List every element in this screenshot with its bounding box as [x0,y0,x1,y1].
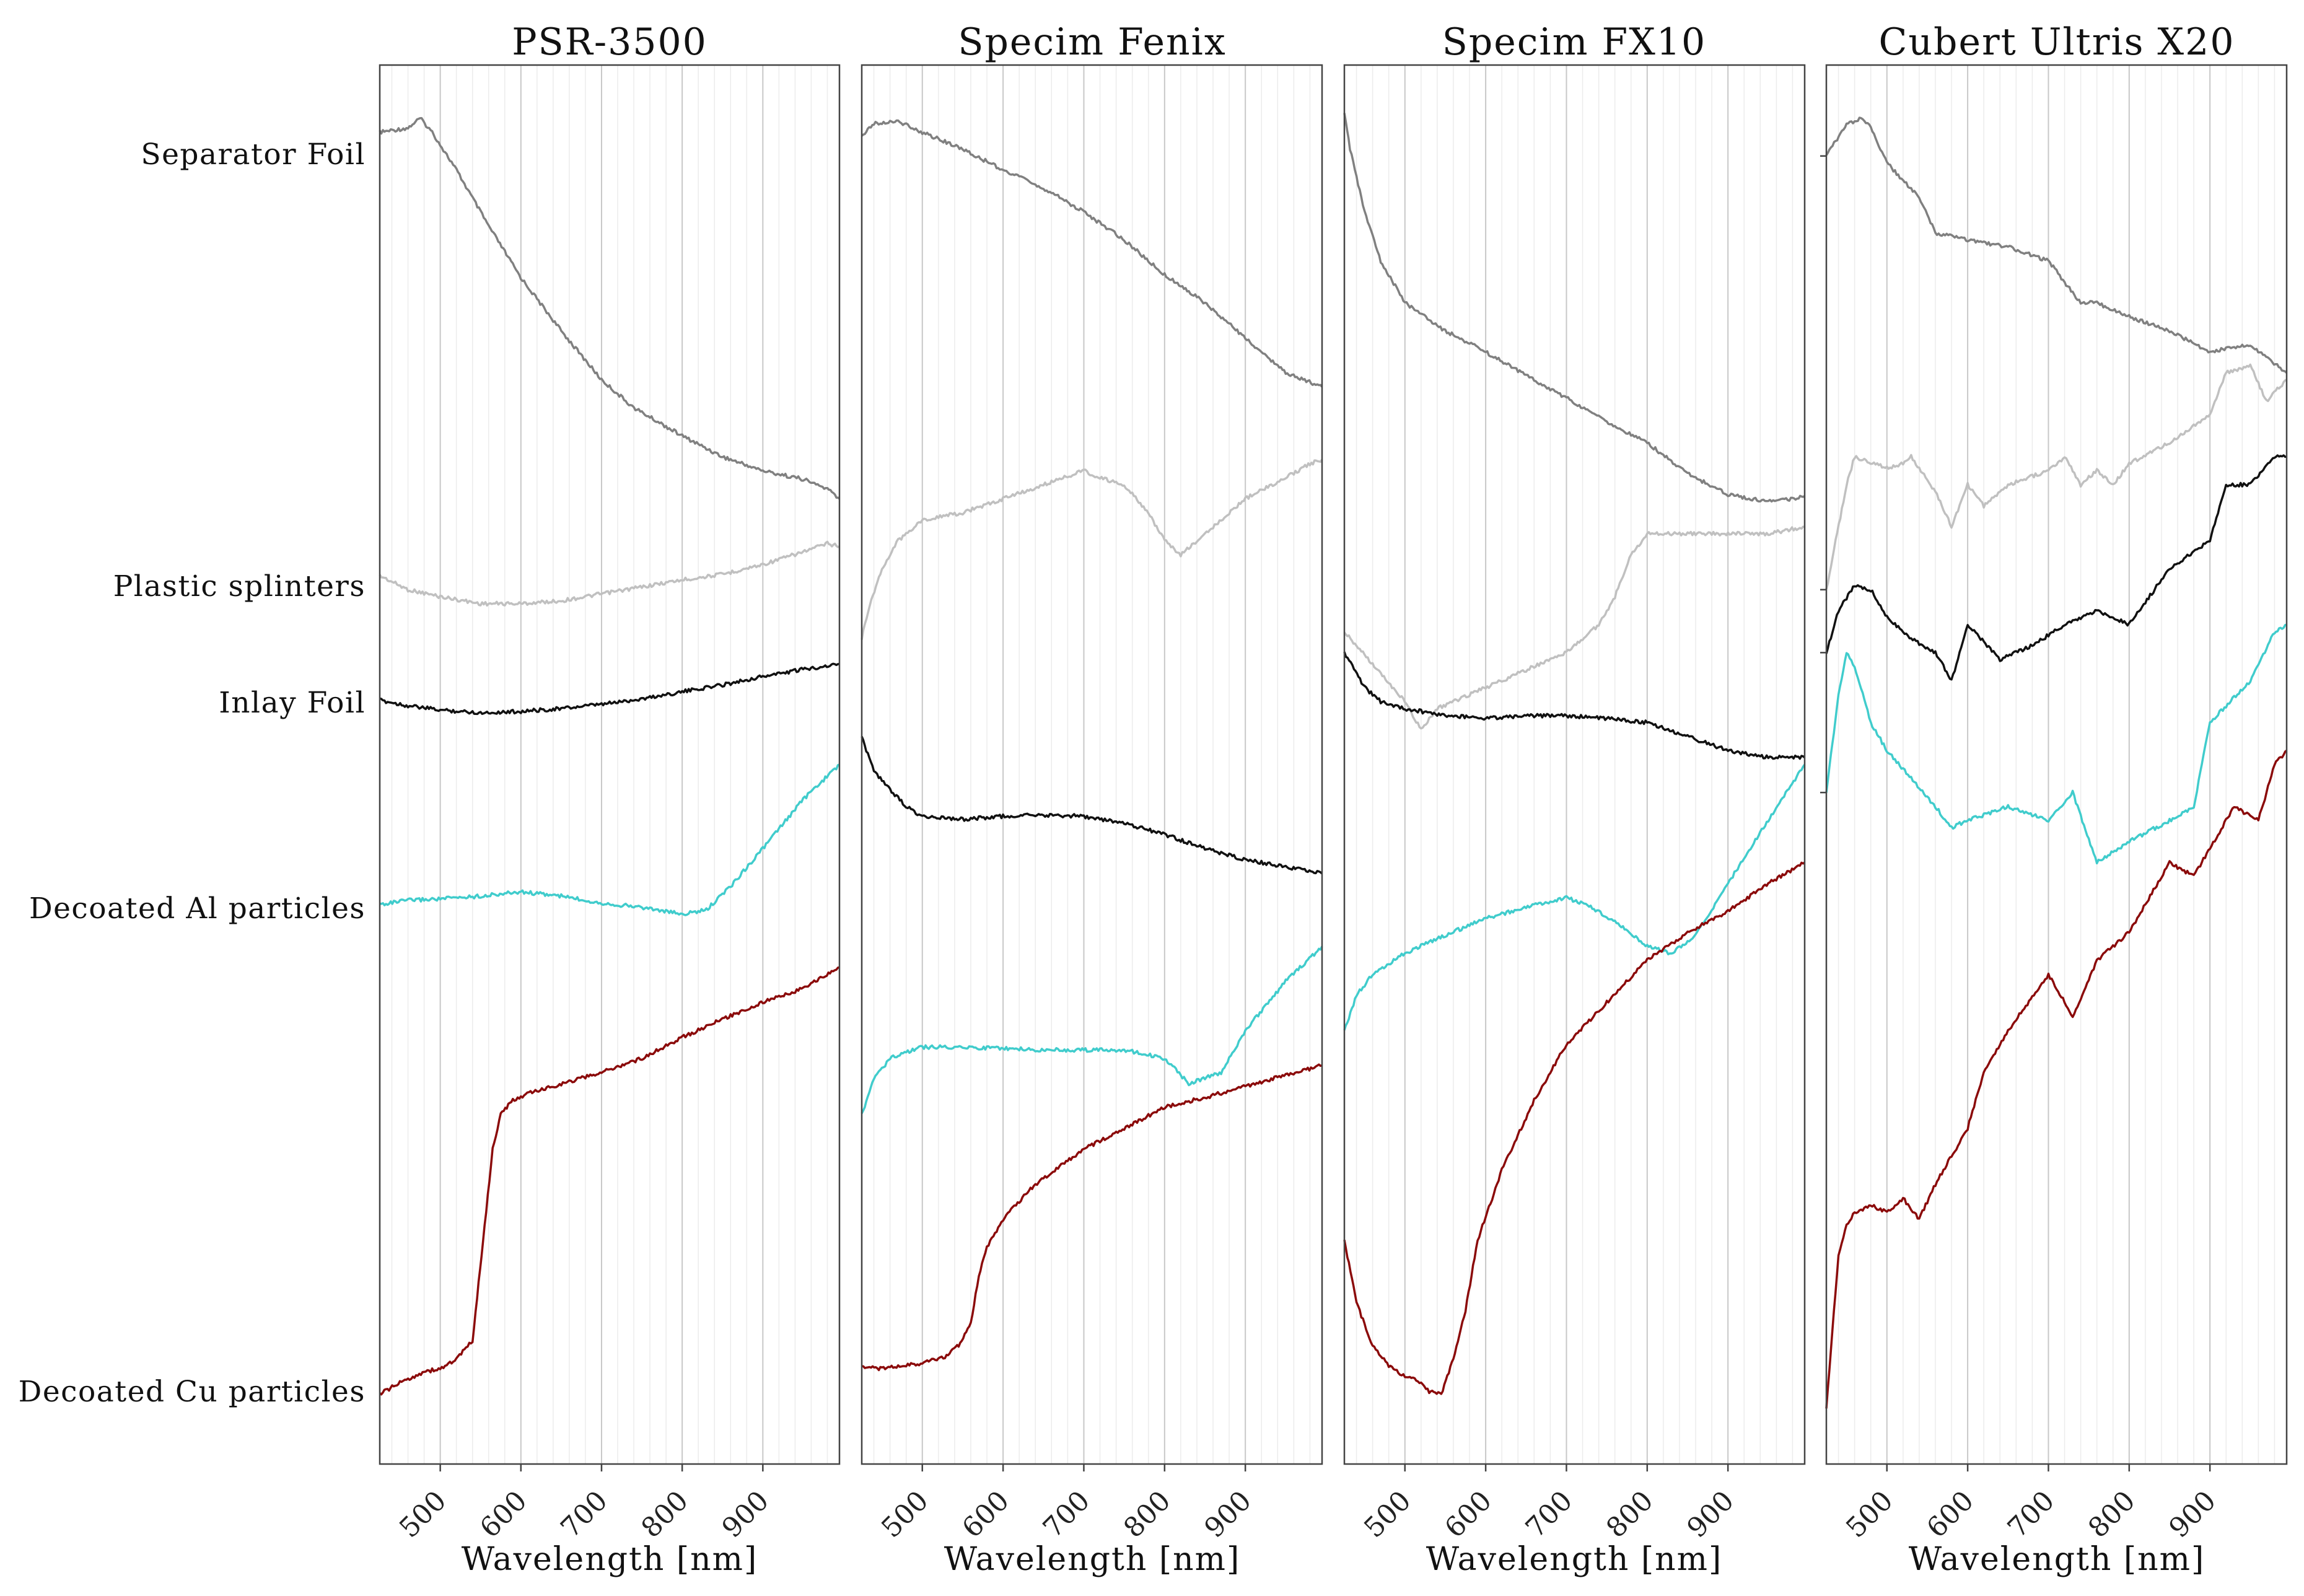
x-tick-label: 800 [635,1485,694,1544]
x-ticks: 500 600 700 800 900 [875,1464,1258,1544]
axes-frame [861,64,1323,1465]
x-axis-label: Wavelength [nm] [1426,1541,1723,1578]
series-line-decoated-al-particles [379,763,840,916]
series-line-decoated-cu-particles [1343,861,1805,1395]
ylabel-separator-foil: Separator Foil [141,138,366,172]
x-tick-label: 800 [1600,1485,1659,1544]
series-line-decoated-al-particles [1825,623,2287,865]
series-line-decoated-al-particles [1343,763,1806,1031]
ylabel-plastic-splinters: Plastic splinters [113,569,366,603]
gridlines [873,65,1311,1464]
series-line-separator-foil [379,116,841,500]
x-tick-label: 700 [554,1485,613,1544]
panel-psr-3500: PSR-3500 500 600 700 800 900 Wavelength [nm] [379,20,841,1578]
x-tick-label: 900 [2163,1485,2222,1544]
series-line-decoated-cu-particles [1825,750,2288,1409]
series-line-inlay-foil [379,662,840,716]
x-tick-label: 700 [1520,1485,1579,1544]
x-ticks: 500 600 700 800 900 [393,1464,775,1544]
x-axis-label: Wavelength [nm] [1909,1541,2205,1578]
series-line-decoated-cu-particles [861,1063,1323,1372]
series-line-separator-foil [1343,113,1805,503]
axes-frame [379,64,841,1465]
x-tick-label: 500 [1840,1485,1899,1544]
gridlines [1356,65,1794,1464]
series-line-plastic-splinters [379,540,840,607]
x-tick-label: 600 [474,1485,533,1544]
series-line-plastic-splinters [861,458,1323,640]
series-line-separator-foil [1825,116,2288,374]
axes-frame [1343,64,1806,1465]
series-line-decoated-cu-particles [379,966,840,1396]
series-lines [1825,116,2288,1409]
x-tick-label: 600 [1439,1485,1497,1544]
panel-specim-fx10: Specim FX10 500 600 700 800 900 Wavelength [… [1343,20,1806,1578]
x-tick-label: 900 [1198,1485,1257,1544]
x-tick-label: 800 [1118,1485,1176,1544]
panel-title: PSR-3500 [512,20,707,64]
x-tick-label: 700 [1037,1485,1096,1544]
ylabel-inlay-foil: Inlay Foil [219,686,366,720]
series-line-inlay-foil [1825,454,2287,681]
panel-title: Specim FX10 [1442,20,1706,64]
x-tick-label: 500 [875,1485,934,1544]
panel-title: Specim Fenix [958,20,1226,64]
series-line-plastic-splinters [1825,363,2287,590]
series-line-decoated-al-particles [861,945,1323,1114]
x-tick-label: 600 [956,1485,1015,1544]
y-axis-material-labels: Separator Foil Plastic splinters Inlay F… [19,138,366,1409]
gridlines [391,65,828,1464]
panel-title: Cubert Ultris X20 [1879,20,2235,64]
axes-frame [1825,64,2288,1465]
x-tick-label: 900 [716,1485,775,1544]
ylabel-decoated-al: Decoated Al particles [29,892,366,926]
series-line-plastic-splinters [1343,525,1805,730]
series-lines [379,116,841,1396]
panel-specim-fenix: Specim Fenix 500 600 700 800 900 Wavelength … [861,20,1323,1578]
x-tick-label: 500 [1358,1485,1417,1544]
series-lines [861,119,1323,1372]
series-line-inlay-foil [1343,651,1806,760]
series-line-inlay-foil [861,736,1323,875]
series-lines [1343,113,1806,1395]
x-tick-label: 900 [1681,1485,1740,1544]
x-ticks: 500 600 700 800 900 [1358,1464,1740,1544]
x-tick-label: 500 [393,1485,452,1544]
series-line-separator-foil [861,119,1323,388]
panel-cubert-ultris-x20: Cubert Ultris X20 500 600 700 800 900 Wavele… [1820,20,2288,1578]
gridlines [1838,65,2276,1464]
x-tick-label: 800 [2082,1485,2141,1544]
x-axis-label: Wavelength [nm] [462,1541,758,1578]
ylabel-decoated-cu: Decoated Cu particles [19,1375,366,1409]
x-axis-label: Wavelength [nm] [944,1541,1241,1578]
x-tick-label: 600 [1921,1485,1979,1544]
x-tick-label: 700 [2002,1485,2061,1544]
